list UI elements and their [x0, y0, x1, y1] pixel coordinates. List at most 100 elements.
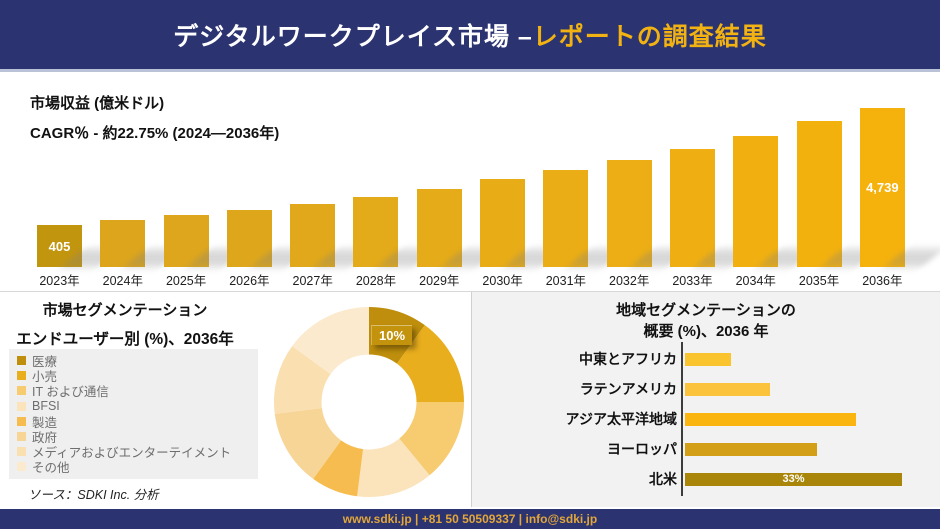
- revenue-year-label: 2035年: [798, 274, 840, 288]
- revenue-section: 405 2023年 2024年 2025年 2026年 2027年 2028年 2029年 20…: [0, 72, 940, 291]
- region-label: 北米: [649, 471, 677, 487]
- legend-swatch-icon: [17, 401, 26, 411]
- donut-slice: [396, 325, 464, 402]
- cagr-label: CAGR％ - 約22.75% (2024―2036年): [30, 125, 280, 142]
- page-title-white: デジタルワークプレイス市場 –: [173, 22, 533, 51]
- legend-label: 製造: [32, 415, 58, 429]
- region-label: 中東とアフリカ: [579, 351, 677, 367]
- revenue-bar-column: 2031年: [534, 80, 597, 289]
- revenue-bar-column: 2028年: [344, 80, 407, 289]
- legend-label: 政府: [32, 431, 58, 445]
- legend-swatch-icon: [17, 386, 26, 396]
- donut-slice: [357, 438, 430, 497]
- region-row: ラテンアメリカ: [472, 374, 940, 404]
- revenue-bar-column: 2025年: [155, 80, 218, 289]
- revenue-year-label: 2026年: [229, 274, 270, 288]
- revenue-year-label: 2030年: [482, 274, 523, 288]
- region-bar: [685, 352, 731, 366]
- legend-label: BFSI: [32, 399, 60, 414]
- legend-label: その他: [32, 461, 70, 475]
- legend-item: BFSI: [17, 399, 250, 414]
- legend-item: 政府: [17, 429, 250, 444]
- region-label: ヨーロッパ: [607, 441, 677, 457]
- donut-slice: [274, 346, 331, 414]
- donut-data-label: 10%: [371, 325, 413, 345]
- legend-swatch-icon: [17, 447, 26, 457]
- legend-label: メディアおよびエンターテイメント: [32, 446, 232, 460]
- revenue-bar: [100, 220, 146, 267]
- legend-swatch-icon: [17, 432, 26, 442]
- revenue-bar-column: 405 2023年: [28, 80, 91, 289]
- footer-contact-text: www.sdki.jp | +81 50 50509337 | info@sdk…: [342, 512, 598, 526]
- donut-slice: [399, 402, 464, 476]
- revenue-year-label: 2036年: [862, 274, 903, 288]
- revenue-bar-column: 2024年: [91, 80, 154, 289]
- revenue-bar: [290, 204, 336, 267]
- legend-label: IT および通信: [32, 385, 109, 399]
- revenue-titles: 市場収益 (億米ドル) CAGR％ - 約22.75% (2024―2036年): [30, 92, 279, 143]
- segmentation-subtitle: エンドユーザー別 (%)、2036年: [16, 331, 234, 348]
- page-title: デジタルワークプレイス市場 –レポートの調査結果: [173, 17, 767, 53]
- revenue-year-label: 2024年: [102, 274, 143, 288]
- segmentation-title: 市場セグメンテーション: [42, 302, 208, 319]
- revenue-bar-column: 2033年: [661, 80, 724, 289]
- legend-label: 医療: [32, 355, 58, 369]
- segmentation-header: 市場セグメンテーション エンドユーザー別 (%)、2036年: [0, 299, 250, 349]
- region-title-line2: 概要 (%)、2036 年: [643, 323, 769, 340]
- region-row: 北米 33%: [472, 464, 940, 494]
- revenue-bar: [606, 160, 652, 267]
- header: デジタルワークプレイス市場 –レポートの調査結果: [0, 0, 940, 72]
- region-title-line1: 地域セグメンテーションの: [616, 302, 796, 319]
- region-label: ラテンアメリカ: [579, 381, 677, 397]
- legend-item: 製造: [17, 414, 250, 429]
- revenue-year-label: 2028年: [355, 274, 397, 288]
- region-label: アジア太平洋地域: [565, 411, 677, 427]
- region-bar: [685, 412, 856, 426]
- revenue-bar-column: 4,739 2036年: [851, 80, 914, 289]
- region-bar: [685, 442, 817, 456]
- end-user-donut-chart: 10%: [272, 305, 466, 499]
- revenue-bar: 4,739: [859, 108, 905, 267]
- legend-label: 小売: [32, 370, 58, 384]
- donut-legend: 医療 小売 IT および通信 BFSI 製造政府 メディアおよびエンターテイメント その他: [9, 349, 258, 479]
- donut-slice: [292, 307, 369, 375]
- revenue-year-label: 2034年: [735, 274, 776, 288]
- revenue-bar: 405: [37, 225, 82, 267]
- legend-item: IT および通信: [17, 383, 250, 399]
- revenue-year-label: 2023年: [39, 274, 80, 288]
- page-title-accent: レポートの調査結果: [532, 22, 767, 51]
- region-title: 地域セグメンテーションの 概要 (%)、2036 年: [472, 300, 940, 342]
- revenue-bar-column: 2029年: [408, 80, 471, 289]
- revenue-bar-value-label: 405: [48, 238, 71, 254]
- region-row: アジア太平洋地域: [472, 404, 940, 434]
- legend-swatch-icon: [17, 462, 26, 472]
- revenue-year-label: 2031年: [545, 274, 587, 288]
- region-row: 中東とアフリカ: [472, 344, 940, 374]
- revenue-year-label: 2029年: [419, 274, 460, 288]
- revenue-bar: [416, 189, 462, 267]
- segmentation-section: 市場セグメンテーション エンドユーザー別 (%)、2036年 医療 小売 IT およ…: [0, 292, 470, 509]
- revenue-year-label: 2033年: [672, 274, 713, 288]
- source-note: ソース：SDKI Inc. 分析: [28, 488, 159, 502]
- bottom-panels: 市場セグメンテーション エンドユーザー別 (%)、2036年 医療 小売 IT およ…: [0, 291, 940, 509]
- revenue-bar: [163, 215, 209, 267]
- revenue-bar-column: 2026年: [218, 80, 281, 289]
- revenue-axis-label: 市場収益 (億米ドル): [30, 95, 165, 112]
- revenue-bar-column: 2032年: [598, 80, 661, 289]
- revenue-bar: [669, 149, 715, 267]
- revenue-bar-column: 2030年: [471, 80, 534, 289]
- region-bar-chart: 中東とアフリカ ラテンアメリカアジア太平洋地域ヨーロッパ北米 33%: [472, 342, 940, 496]
- legend-swatch-icon: [17, 356, 26, 366]
- donut-slice: [274, 407, 342, 479]
- revenue-bar: [480, 179, 526, 267]
- revenue-year-label: 2027年: [292, 274, 333, 288]
- region-bar-value-label: 33%: [782, 473, 805, 485]
- legend-item: 小売: [17, 368, 250, 383]
- region-row: ヨーロッパ: [472, 434, 940, 464]
- donut-slice: [313, 440, 364, 497]
- revenue-bar-column: 2034年: [724, 80, 787, 289]
- revenue-bar: [796, 121, 842, 267]
- donut-svg: [274, 307, 464, 497]
- revenue-bar: [226, 210, 272, 267]
